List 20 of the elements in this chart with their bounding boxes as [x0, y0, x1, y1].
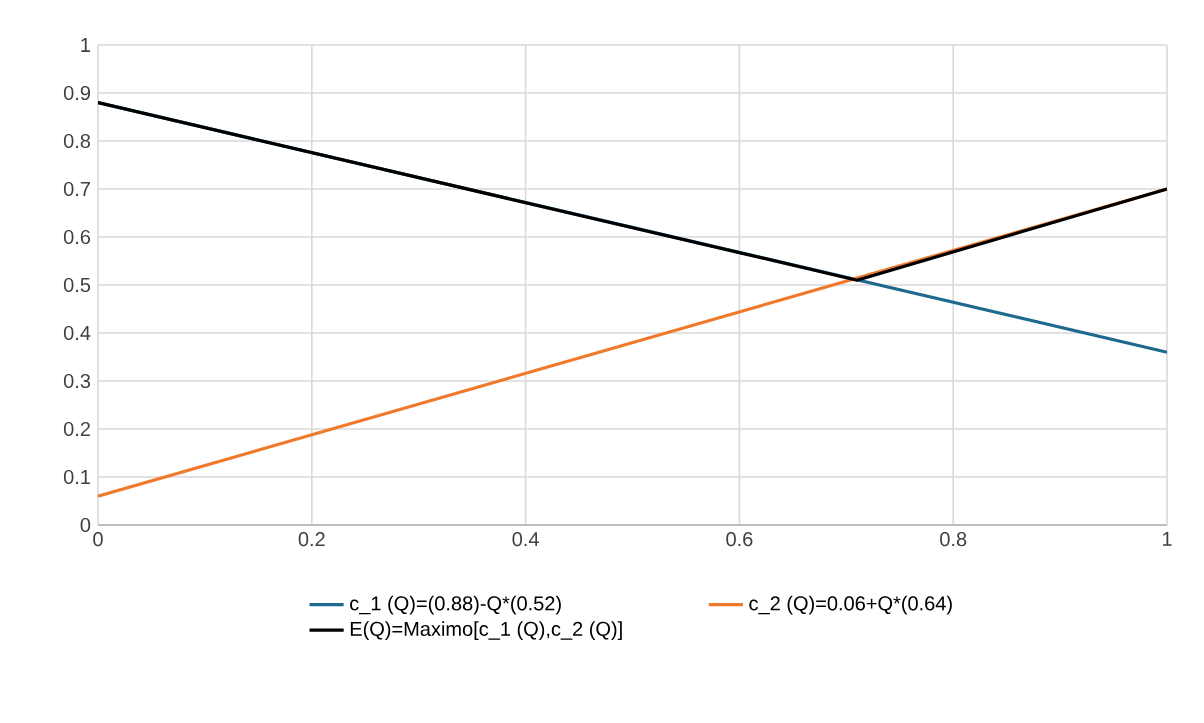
x-tick-label: 0.4 [512, 532, 539, 547]
legend-label: c_2 (Q)=0.06+Q*(0.64) [749, 595, 952, 615]
y-tick-label: 0 [80, 517, 91, 533]
y-tick-label: 0.7 [63, 181, 90, 197]
x-tick-label: 0.2 [298, 532, 325, 547]
x-tick-label: 0.6 [726, 532, 753, 547]
y-tick-label: 0.9 [63, 85, 91, 101]
y-tick-label: 0.1 [63, 469, 90, 485]
y-tick-label: 0.4 [63, 325, 91, 341]
legend-label: c_1 (Q)=(0.88)-Q*(0.52) [350, 595, 561, 615]
x-tick-label: 1 [1162, 532, 1172, 546]
y-tick-label: 1 [81, 38, 90, 52]
x-tick-label: 0 [93, 532, 103, 547]
y-tick-label: 0.3 [63, 373, 91, 389]
y-tick-label: 0.6 [63, 229, 91, 245]
y-tick-label: 0.2 [63, 421, 90, 437]
legend-label: E(Q)=Maximo[c_1 (Q),c_2 (Q)] [350, 621, 622, 640]
y-tick-label: 0.8 [63, 133, 91, 149]
y-tick-label: 0.5 [63, 277, 91, 293]
x-tick-label: 0.8 [940, 532, 967, 547]
